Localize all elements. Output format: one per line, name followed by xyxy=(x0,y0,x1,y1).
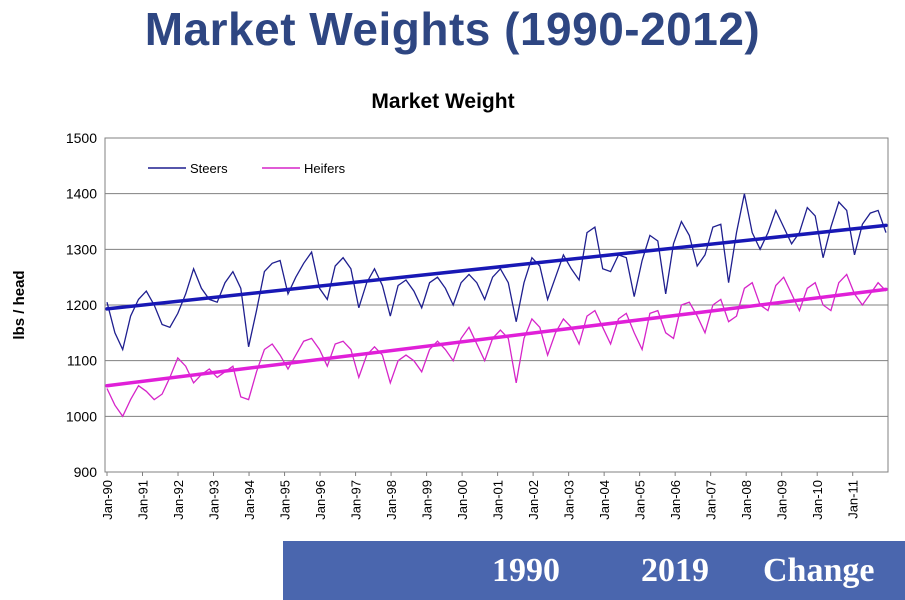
x-tick-label: Jan-06 xyxy=(668,480,683,520)
gridlines xyxy=(105,193,888,417)
x-tick-label: Jan-93 xyxy=(207,480,222,520)
y-tick-label: 1100 xyxy=(67,353,97,369)
x-tick-label: Jan-92 xyxy=(171,480,186,520)
x-tick-label: Jan-11 xyxy=(846,480,861,519)
comparison-header-bar: 1990 2019 Change xyxy=(283,541,905,600)
x-tick-label: Jan-02 xyxy=(526,480,541,520)
legend-heifers-label: Heifers xyxy=(304,161,346,176)
y-tick-labels: 900 1000 1100 1200 1300 1400 1500 xyxy=(66,130,97,480)
y-tick-label: 1200 xyxy=(66,297,97,313)
y-tick-label: 900 xyxy=(74,464,98,480)
trendline-steers xyxy=(105,223,888,311)
header-2019: 2019 xyxy=(641,552,709,589)
legend-steers-label: Steers xyxy=(190,161,228,176)
x-tick-labels: Jan-90 Jan-91 Jan-92 Jan-93 Jan-94 Jan-95 Jan-… xyxy=(100,472,861,520)
x-tick-label: Jan-91 xyxy=(136,480,151,520)
header-change: Change xyxy=(763,552,875,589)
x-tick-label: Jan-00 xyxy=(455,480,470,520)
trendline-heifers xyxy=(105,287,888,388)
x-tick-label: Jan-90 xyxy=(100,480,115,520)
x-tick-label: Jan-95 xyxy=(278,480,293,520)
trend-lines xyxy=(105,223,888,388)
x-tick-label: Jan-05 xyxy=(633,480,648,520)
legend: Steers Heifers xyxy=(148,161,346,176)
y-tick-label: 1300 xyxy=(66,241,97,257)
x-tick-label: Jan-99 xyxy=(420,480,435,520)
y-tick-label: 1400 xyxy=(66,186,97,202)
y-axis-label: lbs / head xyxy=(11,270,28,339)
y-tick-label: 1500 xyxy=(66,130,97,146)
series-line-heifers xyxy=(106,273,887,418)
x-tick-label: Jan-09 xyxy=(775,480,790,520)
x-tick-label: Jan-98 xyxy=(384,480,399,520)
x-tick-label: Jan-94 xyxy=(242,480,257,520)
y-tick-label: 1000 xyxy=(66,408,97,424)
x-tick-label: Jan-03 xyxy=(562,480,577,520)
slide-title: Market Weights (1990-2012) xyxy=(144,3,761,55)
header-1990: 1990 xyxy=(492,552,560,589)
x-tick-label: Jan-10 xyxy=(810,480,825,520)
x-tick-label: Jan-97 xyxy=(349,480,364,520)
x-tick-label: Jan-08 xyxy=(739,480,754,520)
chart-title: Market Weight xyxy=(371,90,514,113)
x-tick-label: Jan-04 xyxy=(597,480,612,520)
x-tick-label: Jan-96 xyxy=(313,480,328,520)
x-tick-label: Jan-01 xyxy=(491,480,506,520)
x-tick-label: Jan-07 xyxy=(704,480,719,520)
market-weight-chart: Market Weight lbs / head 900 1000 1100 1200… xyxy=(11,90,889,520)
